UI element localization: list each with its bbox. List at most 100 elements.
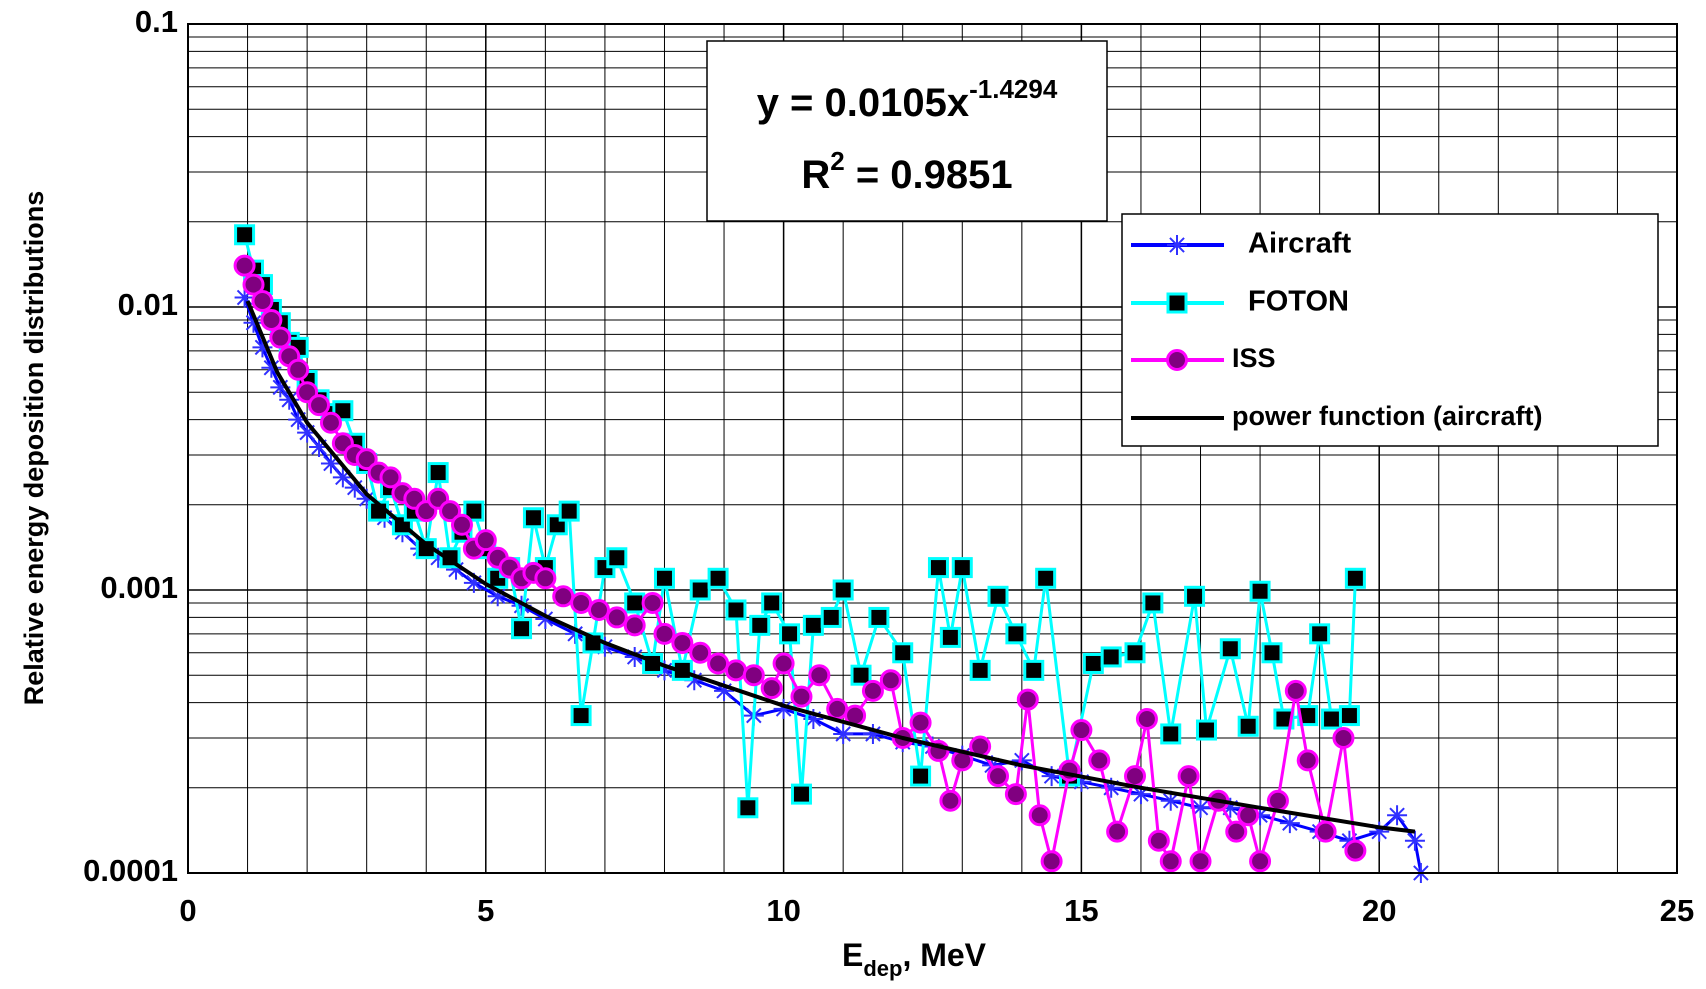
marker bbox=[761, 592, 783, 614]
marker bbox=[355, 448, 378, 471]
marker bbox=[1190, 797, 1211, 818]
marker bbox=[987, 585, 1009, 607]
x-tick-label: 25 bbox=[1660, 893, 1694, 928]
series bbox=[245, 300, 1416, 834]
marker bbox=[653, 567, 675, 589]
marker bbox=[1023, 659, 1045, 681]
marker bbox=[308, 394, 331, 417]
marker bbox=[463, 572, 484, 593]
marker bbox=[714, 680, 735, 701]
r-exponent: 2 bbox=[830, 146, 844, 176]
marker bbox=[1160, 790, 1181, 811]
x-axis-label: Edep, MeV bbox=[842, 937, 987, 981]
marker bbox=[1220, 797, 1241, 818]
series-line bbox=[245, 300, 1416, 834]
marker bbox=[879, 669, 902, 692]
x-tick-label: 15 bbox=[1064, 893, 1098, 928]
marker bbox=[927, 557, 949, 579]
marker bbox=[270, 377, 291, 398]
marker bbox=[319, 411, 342, 434]
r-symbol: R bbox=[801, 153, 830, 197]
y-tick-label: 0.1 bbox=[135, 4, 178, 39]
x-tick-label: 10 bbox=[766, 893, 800, 928]
marker bbox=[1219, 638, 1241, 660]
marker bbox=[724, 659, 747, 682]
marker bbox=[1314, 820, 1337, 843]
marker bbox=[641, 591, 664, 614]
marker bbox=[850, 664, 872, 686]
marker bbox=[1071, 771, 1092, 792]
marker bbox=[802, 614, 824, 636]
marker bbox=[552, 585, 575, 608]
marker bbox=[1035, 567, 1057, 589]
marker bbox=[790, 783, 812, 805]
marker bbox=[725, 599, 747, 621]
marker bbox=[251, 290, 274, 313]
marker bbox=[1338, 705, 1360, 727]
marker bbox=[570, 705, 592, 727]
marker bbox=[1309, 623, 1331, 645]
y-tick-label: 0.01 bbox=[118, 287, 178, 322]
marker bbox=[234, 287, 255, 308]
marker bbox=[1266, 789, 1289, 812]
r-squared: R2 = 0.9851 bbox=[801, 146, 1012, 197]
marker bbox=[1106, 820, 1129, 843]
marker bbox=[969, 659, 991, 681]
marker bbox=[297, 422, 318, 443]
marker bbox=[1321, 708, 1343, 730]
marker bbox=[474, 529, 497, 552]
marker bbox=[288, 409, 309, 430]
equation-box bbox=[706, 40, 1108, 222]
marker bbox=[910, 765, 932, 787]
marker bbox=[1040, 850, 1063, 873]
x-label-rest: , MeV bbox=[902, 937, 986, 973]
marker bbox=[261, 357, 282, 378]
marker bbox=[1016, 688, 1039, 711]
legend-label: power function (aircraft) bbox=[1232, 401, 1543, 431]
marker bbox=[1005, 623, 1027, 645]
marker bbox=[534, 567, 557, 590]
marker bbox=[1249, 580, 1271, 602]
marker bbox=[558, 500, 580, 522]
marker bbox=[535, 608, 556, 629]
marker bbox=[749, 614, 771, 636]
marker bbox=[1225, 820, 1248, 843]
plot-frame bbox=[187, 23, 1678, 874]
marker bbox=[309, 437, 330, 458]
marker bbox=[605, 606, 628, 629]
marker bbox=[287, 358, 310, 381]
marker bbox=[803, 709, 824, 730]
marker bbox=[594, 636, 615, 657]
marker bbox=[428, 547, 449, 568]
marker bbox=[1195, 719, 1217, 741]
marker bbox=[868, 606, 890, 628]
marker bbox=[892, 642, 914, 664]
marker bbox=[487, 586, 508, 607]
marker bbox=[654, 660, 675, 681]
marker bbox=[689, 579, 711, 601]
marker bbox=[1344, 567, 1366, 589]
marker bbox=[1160, 723, 1182, 745]
marker bbox=[1100, 646, 1122, 668]
marker bbox=[987, 765, 1010, 788]
marker bbox=[861, 679, 884, 702]
marker bbox=[1369, 821, 1390, 842]
r-value: = 0.9851 bbox=[845, 153, 1013, 197]
marker bbox=[1147, 829, 1170, 852]
marker bbox=[439, 500, 462, 523]
marker bbox=[320, 453, 341, 474]
series bbox=[233, 254, 1367, 873]
marker bbox=[1177, 765, 1200, 788]
x-label-sub: dep bbox=[863, 956, 902, 981]
marker bbox=[587, 598, 610, 621]
marker bbox=[737, 797, 759, 819]
marker bbox=[1124, 765, 1147, 788]
x-tick-label: 0 bbox=[179, 893, 196, 928]
marker bbox=[427, 462, 449, 484]
marker bbox=[1135, 708, 1158, 731]
marker bbox=[1339, 830, 1360, 851]
marker bbox=[511, 618, 533, 640]
marker bbox=[332, 467, 353, 488]
marker bbox=[1404, 830, 1425, 851]
legend: Aircraft FOTON ISS power function (aircraft… bbox=[1131, 228, 1543, 431]
